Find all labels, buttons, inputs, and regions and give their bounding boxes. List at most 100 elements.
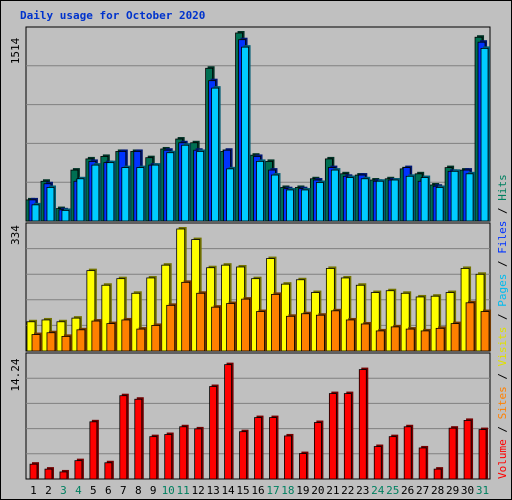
bar-sites-day-26 [405,328,415,352]
x-tick-day-26: 26 [401,484,414,497]
bar-pages-day-30 [465,173,474,222]
bar-pages-day-17 [271,174,279,222]
legend-separator: / [496,419,509,439]
bar-volume-day-12 [194,428,203,480]
x-tick-day-20: 20 [311,484,324,497]
ymax-label-middle: 334 [9,225,22,245]
legend-hits: Hits [496,174,509,201]
bar-volume-day-22 [343,393,352,480]
legend-files: Files [496,221,509,254]
x-tick-day-9: 9 [150,484,157,497]
bar-sites-day-28 [435,327,445,352]
bar-sites-day-8 [136,328,146,352]
bar-volume-day-5 [89,421,98,480]
x-tick-day-19: 19 [296,484,309,497]
x-tick-day-29: 29 [446,484,459,497]
bar-volume-day-27 [418,447,427,480]
x-tick-day-28: 28 [431,484,444,497]
bar-sites-day-13 [211,306,221,352]
bar-visits-day-26 [400,292,410,352]
bar-sites-day-2 [46,332,56,352]
x-tick-day-17: 17 [266,484,279,497]
bar-volume-day-14 [224,364,232,480]
panel-bottom [25,352,491,480]
bar-sites-day-15 [241,298,250,352]
bar-volume-day-18 [284,435,292,480]
bar-visits-day-6 [101,284,111,352]
bar-pages-day-31 [480,47,489,222]
bar-pages-day-3 [61,210,70,222]
bar-volume-day-3 [59,471,68,480]
x-tick-day-10: 10 [162,484,175,497]
chart-title: Daily usage for October 2020 [20,9,205,22]
x-tick-day-27: 27 [416,484,429,497]
bar-pages-day-1 [31,204,40,222]
x-tick-day-23: 23 [356,484,369,497]
x-tick-day-8: 8 [135,484,142,497]
bar-visits-day-7 [116,278,126,352]
bar-pages-day-22 [345,177,354,222]
bar-sites-day-25 [390,326,400,352]
x-tick-day-2: 2 [45,484,52,497]
x-tick-day-15: 15 [236,484,249,497]
bar-sites-day-31 [480,311,490,352]
x-tick-day-14: 14 [221,484,235,497]
bar-volume-day-26 [403,426,412,480]
x-tick-labels: 1 2 3 4 5 6 7 8 9 10 11 12 13 14 15 16 17 18 19 20 21 22 23 24 2… [30,484,489,497]
x-tick-day-6: 6 [105,484,112,497]
bar-volume-day-31 [478,429,487,480]
bar-volume-day-9 [149,436,158,480]
bar-sites-day-18 [286,315,295,352]
x-tick-day-4: 4 [75,484,82,497]
bar-sites-day-27 [420,330,430,352]
x-tick-day-16: 16 [251,484,264,497]
x-tick-day-31: 31 [476,484,489,497]
x-tick-day-18: 18 [281,484,294,497]
legend-volume: Volume [496,439,509,479]
bar-sites-day-3 [61,335,71,352]
x-tick-day-3: 3 [60,484,67,497]
bar-sites-day-24 [375,330,385,352]
bar-pages-day-2 [46,187,55,222]
x-tick-day-12: 12 [192,484,205,497]
bar-pages-day-18 [286,189,294,222]
bar-volume-day-16 [254,417,262,480]
bar-sites-day-7 [121,319,131,352]
legend: Volume / Sites / Visits / Pages / Files … [496,174,509,479]
bar-sites-day-22 [345,319,355,352]
bar-pages-day-10 [166,152,175,222]
bar-sites-day-21 [330,310,340,352]
bar-sites-day-11 [181,281,191,352]
x-tick-day-30: 30 [461,484,474,497]
bar-pages-day-25 [390,179,399,222]
panel-top [25,26,491,222]
bar-volume-day-15 [239,431,247,480]
x-tick-day-21: 21 [326,484,339,497]
bar-visits-day-28 [430,295,440,352]
bar-sites-day-17 [271,293,280,352]
bar-volume-day-1 [29,463,38,480]
bar-sites-day-23 [360,323,370,352]
bar-pages-day-23 [360,178,369,222]
bar-volume-day-10 [164,434,173,480]
bar-pages-day-29 [450,170,459,222]
bar-pages-day-4 [76,178,85,222]
bar-sites-day-29 [450,323,460,352]
bar-pages-day-9 [151,164,160,222]
bar-pages-day-11 [181,144,190,222]
ymax-label-bottom: 14.24 [9,358,22,391]
legend-separator: / [496,366,509,386]
bar-visits-day-27 [415,296,425,352]
bar-pages-day-14 [226,168,234,222]
x-tick-day-13: 13 [206,484,219,497]
bar-volume-day-23 [358,369,367,480]
bar-volume-day-7 [119,395,128,480]
bar-pages-day-7 [121,167,130,222]
bar-volume-day-25 [388,436,397,480]
bar-pages-day-12 [196,151,205,222]
bar-volume-day-6 [104,462,113,480]
bar-pages-day-16 [256,160,264,222]
bar-sites-day-9 [151,325,161,352]
bar-volume-day-24 [373,446,382,480]
